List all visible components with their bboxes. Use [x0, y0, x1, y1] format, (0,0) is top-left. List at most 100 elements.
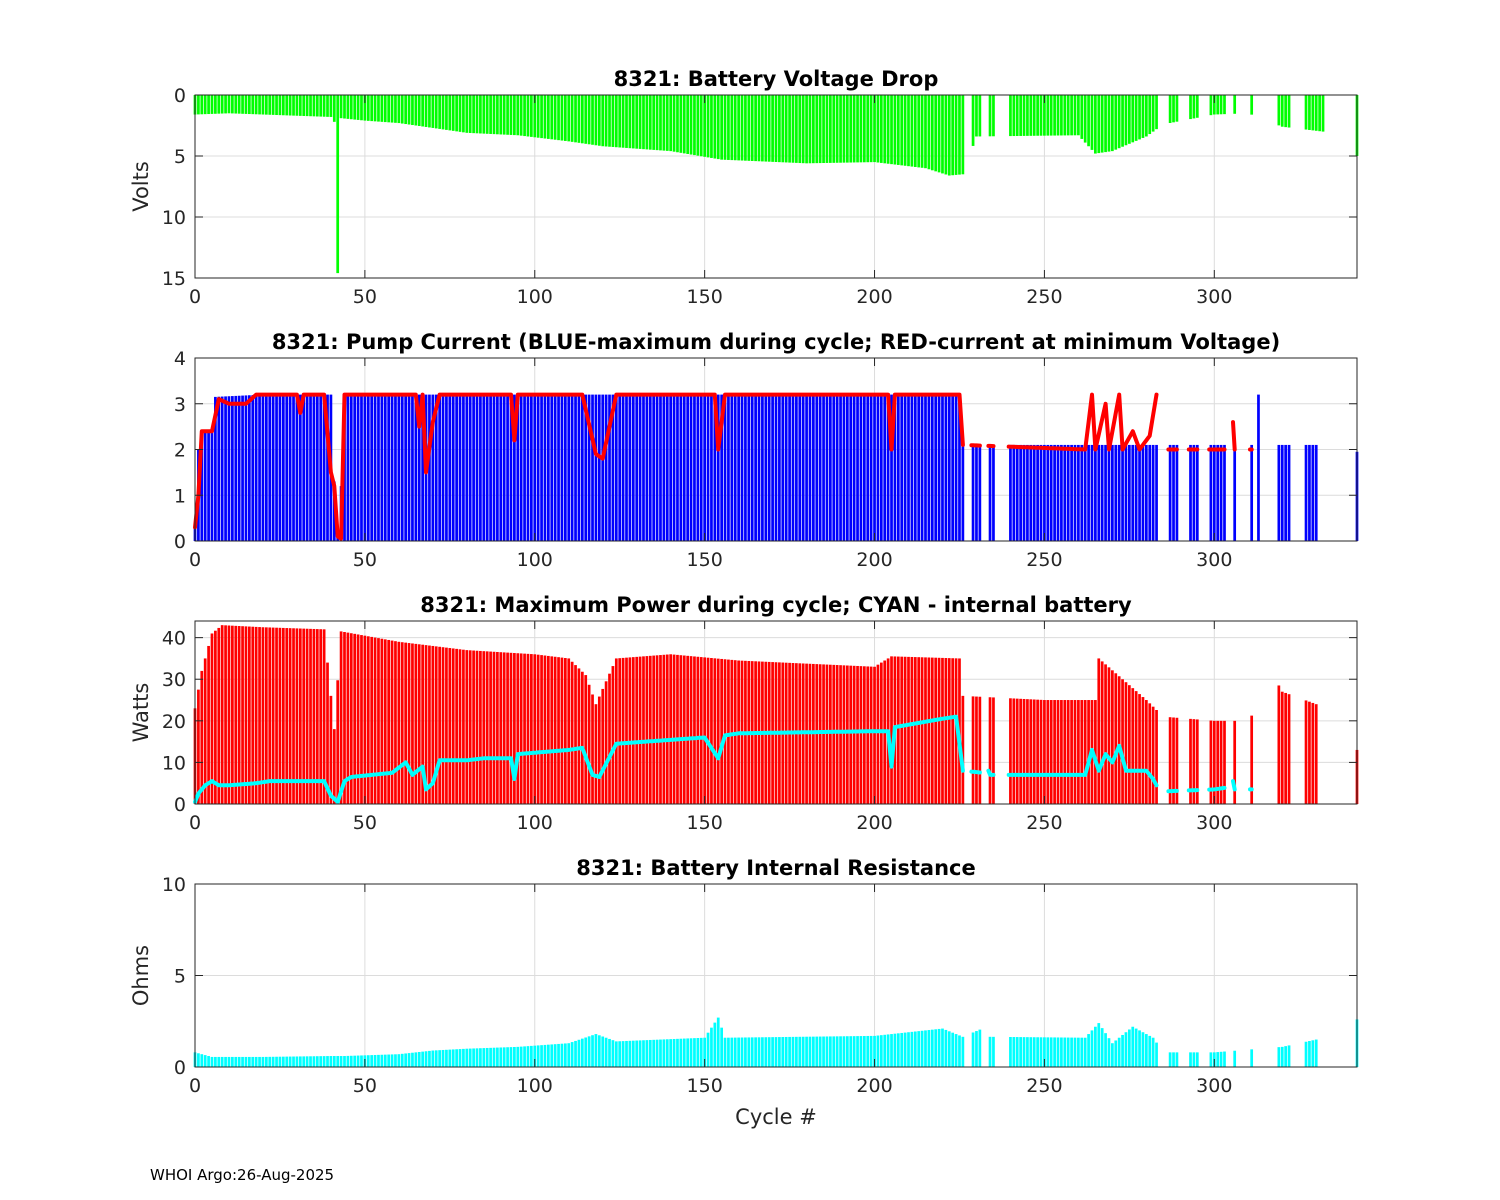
bar: [737, 1037, 740, 1067]
bar: [417, 1051, 421, 1067]
bar: [258, 1056, 261, 1067]
bar: [757, 95, 761, 162]
bar: [947, 658, 951, 804]
bar: [540, 95, 543, 139]
bar: [971, 1032, 975, 1067]
bar: [1070, 1037, 1073, 1067]
bar: [584, 1037, 588, 1067]
bar: [234, 95, 238, 114]
bar: [1134, 691, 1138, 804]
bar: [699, 95, 703, 157]
bar: [479, 394, 482, 541]
bar: [1304, 1041, 1308, 1067]
bar: [961, 1036, 965, 1067]
bar: [1073, 95, 1077, 136]
bar: [1131, 1026, 1135, 1067]
bar: [1141, 697, 1145, 804]
bar: [801, 95, 805, 164]
y-axis-label: Ohms: [129, 945, 153, 1006]
bar: [550, 1044, 554, 1067]
bar: [876, 1035, 880, 1067]
bar: [852, 95, 856, 163]
bar: [744, 394, 747, 541]
bar: [502, 1047, 506, 1067]
bar: [954, 95, 958, 175]
bar: [1029, 95, 1033, 136]
bar: [516, 394, 520, 541]
bar: [1168, 95, 1172, 123]
bar: [543, 655, 547, 804]
bar: [553, 394, 557, 541]
bar: [200, 670, 204, 804]
bar: [404, 1053, 408, 1067]
bar: [496, 394, 499, 541]
bar: [584, 394, 588, 541]
bar: [1083, 1037, 1087, 1067]
bar: [526, 95, 530, 137]
bar: [462, 95, 465, 133]
bar: [1012, 444, 1016, 541]
bar: [536, 95, 540, 138]
bar: [523, 394, 526, 541]
bar: [468, 1048, 472, 1067]
bar: [679, 1038, 683, 1067]
bar: [913, 394, 917, 541]
bar: [438, 394, 441, 541]
bar: [1127, 444, 1131, 541]
bar: [975, 95, 978, 137]
bar: [1022, 1037, 1026, 1067]
bar: [818, 394, 822, 541]
bar: [353, 1055, 357, 1067]
bar: [944, 1029, 948, 1067]
bar: [876, 394, 880, 541]
bar: [237, 626, 241, 804]
bar: [346, 394, 350, 541]
bar: [224, 396, 227, 541]
bar: [1124, 682, 1128, 804]
bar: [377, 95, 380, 122]
bar: [1151, 444, 1155, 541]
bar: [231, 95, 234, 114]
bar: [516, 95, 520, 136]
bar: [1148, 444, 1152, 541]
bar: [1141, 444, 1145, 541]
bar: [757, 1037, 761, 1067]
bar: [536, 654, 540, 804]
bar: [397, 641, 401, 804]
bar: [913, 1031, 917, 1067]
bar: [434, 1050, 438, 1067]
bar: [550, 394, 554, 541]
x-tick-label: 250: [1026, 286, 1062, 308]
bar: [264, 627, 268, 804]
bar: [781, 1037, 785, 1067]
bar: [1063, 444, 1067, 541]
bar: [862, 1036, 866, 1067]
bar: [1233, 1050, 1237, 1067]
bar: [298, 628, 302, 804]
bar: [458, 394, 462, 541]
bar: [835, 394, 839, 541]
bar: [254, 394, 258, 541]
bar: [934, 95, 938, 172]
bars: [193, 394, 1359, 541]
bar: [1012, 95, 1016, 137]
bar: [502, 95, 506, 135]
bar: [621, 657, 625, 804]
bar: [1077, 444, 1080, 541]
bar: [618, 1041, 622, 1067]
bar: [1015, 444, 1019, 541]
bar: [852, 394, 856, 541]
bar: [200, 1054, 204, 1067]
bar: [288, 394, 292, 541]
bar: [332, 95, 336, 122]
bar: [455, 394, 458, 541]
bar: [1097, 95, 1101, 154]
bar: [597, 394, 601, 541]
bar: [652, 394, 656, 541]
bar: [601, 95, 605, 147]
bar: [1219, 1051, 1223, 1067]
bar: [893, 95, 897, 165]
bar: [1046, 700, 1050, 804]
bar: [312, 628, 316, 804]
bar: [346, 1055, 350, 1067]
